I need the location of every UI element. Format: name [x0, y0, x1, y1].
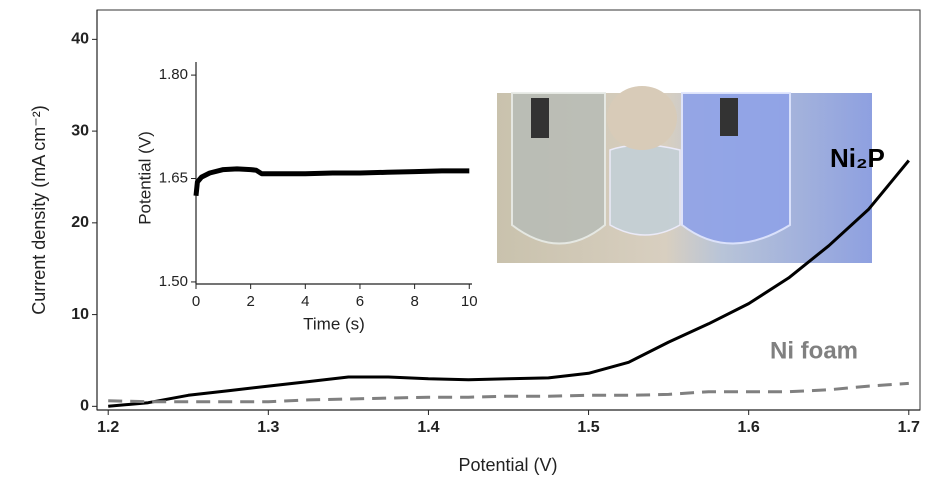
y-tick-label: 1.80 [159, 66, 188, 83]
y-axis-label: Current density (mA cm⁻²) [29, 105, 49, 315]
series-line [108, 159, 910, 408]
y-tick-label: 0 [80, 398, 89, 415]
x-tick-label: 8 [410, 293, 418, 310]
x-tick-label: 1.3 [257, 419, 279, 436]
y-tick-label: 40 [71, 31, 89, 48]
series-line [193, 166, 470, 197]
x-axis-label: Potential (V) [458, 455, 557, 475]
y-tick-label: 10 [71, 306, 89, 323]
y-tick-label: 1.50 [159, 273, 188, 290]
x-tick-label: 1.7 [898, 419, 920, 436]
x-tick-label: 1.4 [417, 419, 439, 436]
x-axis-label: Time (s) [303, 314, 365, 333]
x-tick-label: 0 [192, 293, 200, 310]
series-label: Ni₂P [830, 143, 885, 173]
y-tick-label: 1.65 [159, 169, 188, 186]
series-label: Ni foam [770, 337, 858, 364]
series-line [108, 381, 909, 404]
x-tick-label: 10 [461, 293, 478, 310]
y-axis-label: Potential (V) [135, 131, 154, 225]
x-tick-label: 4 [301, 293, 309, 310]
y-tick-label: 30 [71, 122, 89, 139]
photo [497, 86, 872, 263]
x-tick-label: 1.2 [97, 419, 119, 436]
y-tick-label: 20 [71, 214, 89, 231]
x-tick-label: 6 [356, 293, 364, 310]
x-tick-label: 1.6 [738, 419, 760, 436]
x-tick-label: 2 [246, 293, 254, 310]
x-tick-label: 1.5 [577, 419, 599, 436]
